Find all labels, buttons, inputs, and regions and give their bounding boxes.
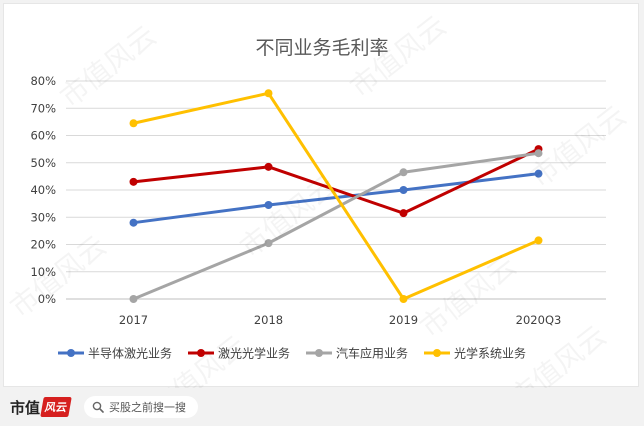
data-point: [399, 186, 408, 194]
data-point: [264, 89, 273, 98]
y-tick-label: 50%: [30, 156, 56, 170]
y-tick-label: 10%: [30, 265, 56, 279]
y-tick-label: 60%: [30, 129, 56, 143]
search-box[interactable]: 买股之前搜一搜: [84, 396, 198, 418]
legend-swatch-marker: [315, 349, 323, 357]
footer-bar: 市值 风云 买股之前搜一搜: [0, 388, 644, 426]
y-tick-label: 20%: [30, 238, 56, 252]
data-point: [129, 177, 138, 186]
series-line-3: [132, 151, 540, 301]
x-tick-label: 2017: [119, 313, 148, 327]
legend-label: 光学系统业务: [454, 346, 526, 361]
legend-swatch-marker: [67, 349, 75, 357]
chart-card: 市值风云 市值风云 市值风云 市值风云 市值风云 市值风云 市值风云 市值风云 不同业务毛利率…: [3, 3, 639, 388]
legend-swatch-marker: [197, 349, 205, 357]
series-line-2: [132, 147, 540, 215]
series-line-4: [132, 91, 540, 301]
data-point: [399, 209, 408, 218]
y-tick-label: 0%: [38, 292, 56, 306]
x-tick-label: 2020Q3: [516, 313, 562, 327]
brand-logo[interactable]: 市值 风云: [10, 396, 72, 418]
data-point: [129, 218, 138, 227]
legend-label: 激光光学业务: [218, 346, 290, 361]
data-point: [399, 295, 408, 303]
legend-label: 半导体激光业务: [88, 346, 172, 361]
data-point: [129, 295, 138, 303]
brand-name: 市值: [10, 398, 41, 417]
data-point: [129, 119, 138, 128]
y-tick-label: 80%: [30, 74, 56, 88]
x-tick-label: 2018: [254, 313, 283, 327]
y-tick-label: 70%: [30, 101, 56, 115]
search-icon: [92, 401, 104, 413]
data-point: [399, 168, 408, 177]
data-point: [264, 200, 273, 209]
legend-label: 汽车应用业务: [336, 346, 408, 361]
search-text: 买股之前搜一搜: [109, 401, 186, 414]
y-tick-label: 30%: [30, 210, 56, 224]
y-tick-label: 40%: [30, 183, 56, 197]
chart-title: 不同业务毛利率: [255, 37, 388, 59]
data-point: [534, 169, 543, 178]
data-point: [534, 149, 543, 158]
brand-badge: 风云: [40, 397, 72, 417]
line-chart: 不同业务毛利率 0% 10% 20% 30% 40% 50% 60% 70% 80% 2017 201…: [30, 37, 606, 361]
x-tick-label: 2019: [389, 313, 418, 327]
legend-swatch-marker: [433, 349, 441, 357]
data-point: [264, 239, 273, 248]
data-point: [264, 162, 273, 171]
data-point: [534, 236, 543, 245]
